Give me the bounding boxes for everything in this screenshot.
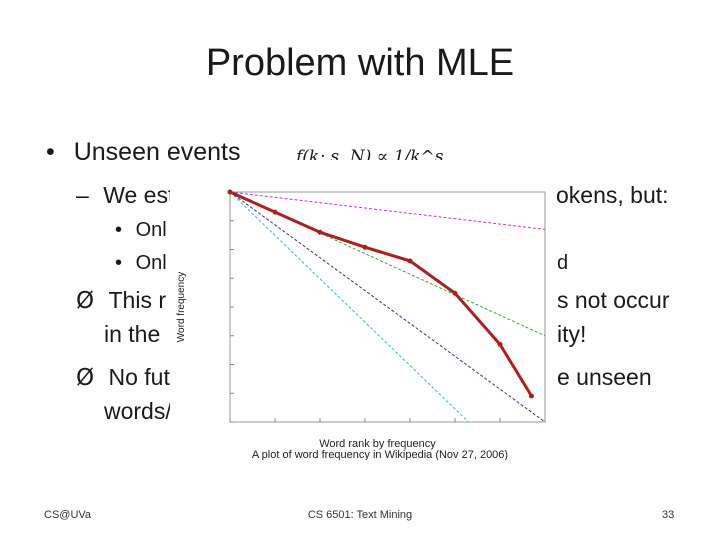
footer-course: CS 6501: Text Mining	[307, 509, 413, 521]
x-axis-label: Word rank by frequency	[319, 438, 436, 450]
bullet-bigrams-right: d	[557, 252, 569, 274]
bullet-future-documents-left: Ø No futu	[76, 364, 183, 391]
word-frequency-series-line	[229, 190, 533, 397]
slide-title: Problem with MLE	[205, 42, 515, 84]
bullet-zero-probability-line2-left: in the	[104, 321, 161, 347]
bullet-marker: •	[115, 252, 123, 274]
bullet-future-documents-right: e unseen	[557, 364, 652, 390]
bullet-text-fragment: Onl	[135, 252, 167, 274]
data-point	[317, 229, 323, 235]
bullet-zero-probability-left: Ø This r	[76, 287, 166, 314]
data-point	[452, 290, 458, 296]
bullet-text-fragment: Onl	[135, 219, 167, 241]
arrow-bullet-icon: Ø	[76, 288, 95, 314]
footer-left: CS@UVa	[44, 509, 92, 521]
bullet-marker: –	[76, 182, 89, 208]
reference-line-1	[229, 191, 546, 230]
data-point	[497, 341, 503, 347]
data-point	[227, 189, 233, 195]
bullet-zero-probability-right: s not occur	[557, 287, 670, 313]
zipf-plot: Word rank by frequency Word frequency A pl…	[170, 160, 555, 461]
footer-page-number: 33	[662, 509, 675, 521]
figure-caption: A plot of word frequency in Wikipedia (N…	[252, 449, 508, 460]
bullet-zero-probability-line2-right: ity!	[557, 321, 587, 347]
reference-line-4	[229, 191, 546, 423]
y-axis-label: Word frequency	[176, 272, 187, 342]
bullet-unique-words: • Onl	[115, 219, 167, 242]
zipf-chart: Word rank by frequency Word frequency A pl…	[176, 189, 546, 461]
bullet-marker: •	[115, 219, 123, 241]
arrow-bullet-icon: Ø	[76, 365, 95, 391]
data-point	[272, 209, 278, 215]
reference-line-2	[229, 191, 469, 423]
data-point	[528, 393, 534, 399]
data-point	[362, 244, 368, 250]
bullet-estimated-model-right: okens, but:	[556, 182, 669, 208]
data-point	[407, 258, 413, 264]
bullet-marker: •	[46, 138, 55, 166]
bullet-bigrams-left: • Onl	[115, 252, 167, 275]
bullet-text-fragment: This r	[108, 287, 167, 313]
